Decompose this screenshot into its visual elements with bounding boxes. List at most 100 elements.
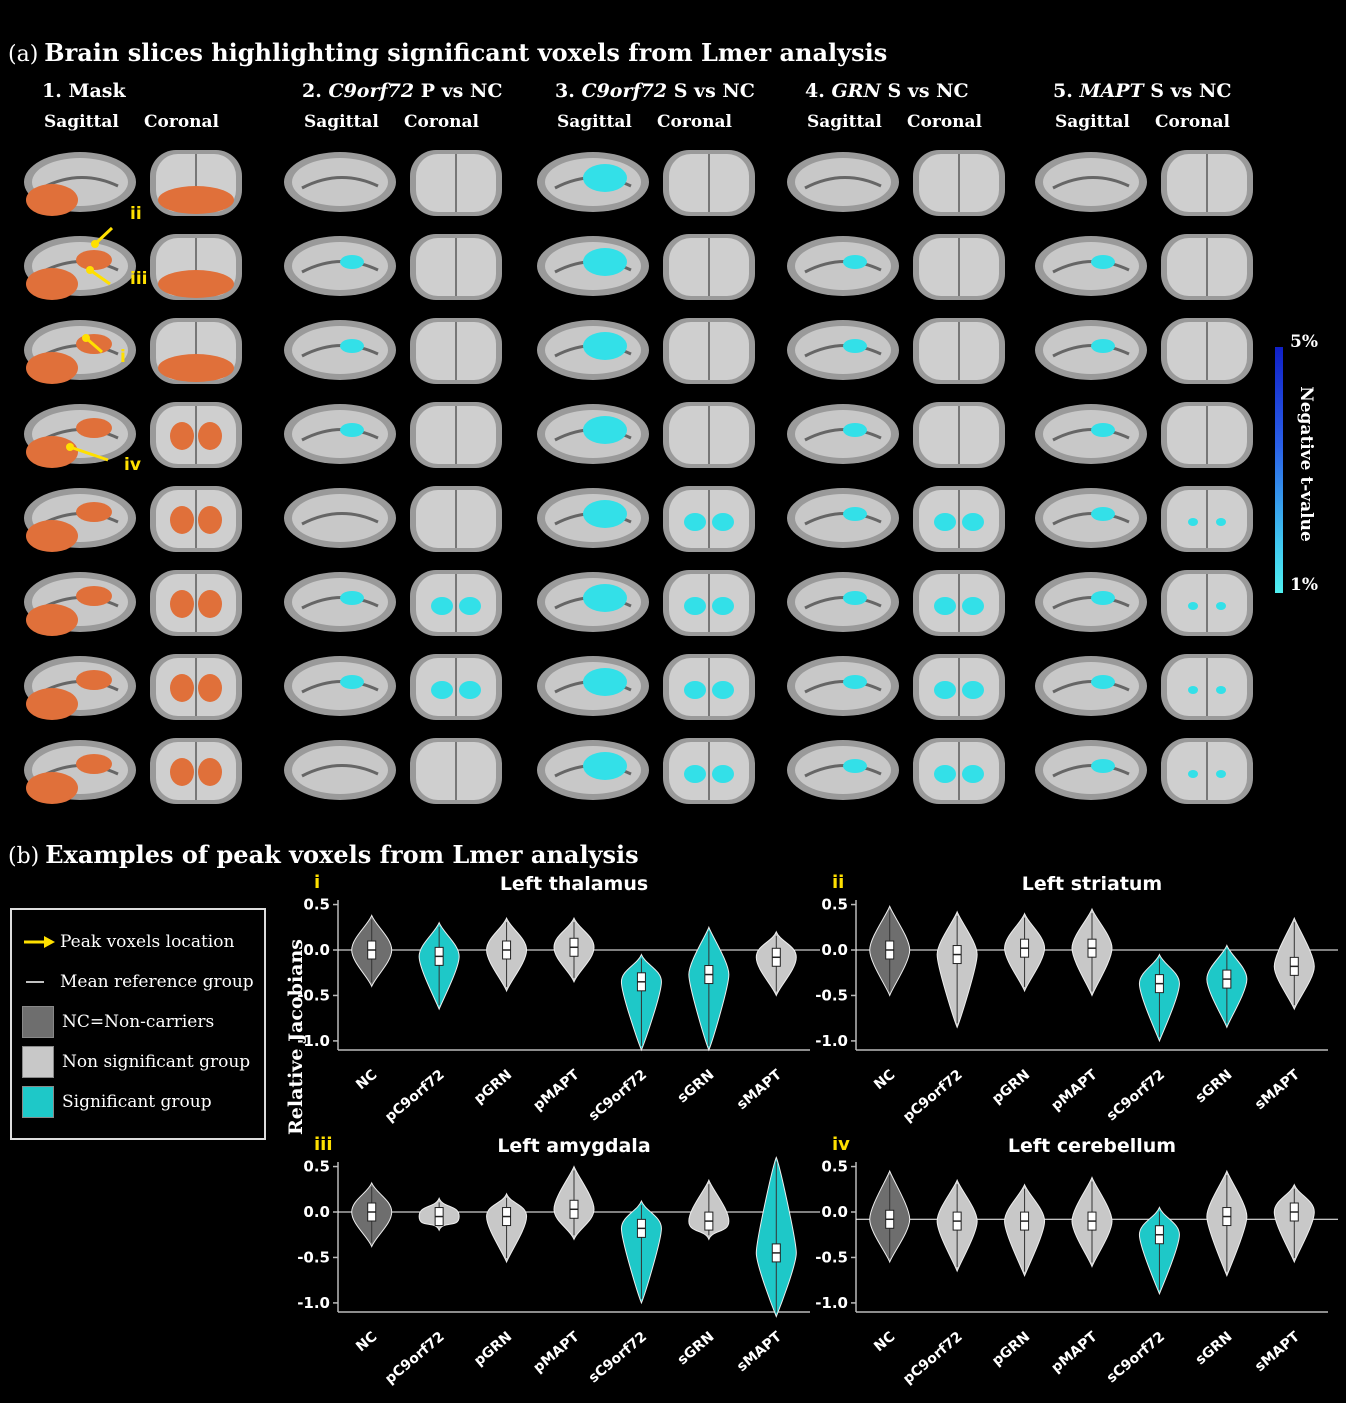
coronal-slice xyxy=(150,150,242,216)
sagittal-label: Sagittal xyxy=(304,112,379,132)
x-tick-label: pGRN xyxy=(471,1329,515,1370)
coronal-slice xyxy=(663,150,755,216)
x-tick-label: pMAPT xyxy=(530,1067,582,1115)
legend: Peak voxels location Mean reference grou… xyxy=(10,908,266,1140)
coronal-slice xyxy=(150,654,242,720)
coronal-slice xyxy=(663,234,755,300)
chart-marker: iv xyxy=(832,1134,850,1155)
sagittal-label: Sagittal xyxy=(807,112,882,132)
panel-b-title-text: Examples of peak voxels from Lmer analys… xyxy=(45,840,639,869)
colorbar-top-label: 5% xyxy=(1290,332,1318,352)
y-tick-label: 0.0 xyxy=(821,1203,848,1221)
sagittal-slice xyxy=(24,572,136,636)
peak-arrow-icon xyxy=(89,268,111,286)
coronal-label: Coronal xyxy=(144,112,219,132)
coronal-slice xyxy=(663,402,755,468)
nonsig-swatch xyxy=(22,1046,54,1078)
sagittal-slice xyxy=(787,236,899,296)
coronal-label: Coronal xyxy=(1155,112,1230,132)
sagittal-slice xyxy=(24,152,136,216)
y-tick-label: 0.5 xyxy=(821,896,848,914)
panel-b-title: (b) Examples of peak voxels from Lmer ana… xyxy=(8,840,639,869)
sagittal-slice xyxy=(284,656,396,716)
y-tick-label: 0.5 xyxy=(303,896,330,914)
legend-nc-row: NC=Non-carriers xyxy=(22,1006,214,1038)
x-tick-label: sGRN xyxy=(675,1067,718,1106)
y-tick-label: -0.5 xyxy=(297,1248,330,1266)
peak-arrow-icon xyxy=(69,445,109,462)
x-tick-label: sMAPT xyxy=(1252,1067,1303,1114)
coronal-slice xyxy=(150,570,242,636)
panel-b-letter: (b) xyxy=(8,844,40,869)
coronal-slice xyxy=(410,654,502,720)
x-tick-label: pC9orf72 xyxy=(382,1067,448,1126)
coronal-slice xyxy=(150,318,242,384)
x-tick-label: sC9orf72 xyxy=(586,1067,650,1125)
x-tick-label: pGRN xyxy=(471,1067,515,1108)
sagittal-slice xyxy=(787,152,899,212)
panel-a-title: (a) Brain slices highlighting significant… xyxy=(8,38,887,67)
chart-marker: iii xyxy=(314,1134,333,1155)
x-tick-label: pC9orf72 xyxy=(382,1329,448,1388)
sagittal-slice xyxy=(24,656,136,720)
x-tick-label: NC xyxy=(871,1067,898,1093)
violin-chart-iv: iv Left cerebellum 0.5 0.0 -0.5 -1.0 NC pC9orf7… xyxy=(815,1134,1338,1387)
x-tick-label: sC9orf72 xyxy=(1104,1067,1168,1125)
coronal-slice xyxy=(663,486,755,552)
coronal-slice xyxy=(913,738,1005,804)
sagittal-slice xyxy=(787,320,899,380)
sagittal-slice xyxy=(1035,740,1147,800)
sagittal-slice xyxy=(787,404,899,464)
sagittal-label: Sagittal xyxy=(1055,112,1130,132)
sagittal-slice xyxy=(537,572,649,632)
chart-title: Left striatum xyxy=(1022,873,1162,895)
sagittal-slice xyxy=(24,740,136,804)
sagittal-slice xyxy=(787,572,899,632)
coronal-slice xyxy=(913,654,1005,720)
coronal-slice xyxy=(150,402,242,468)
x-tick-label: NC xyxy=(353,1329,380,1355)
x-tick-label: pMAPT xyxy=(1048,1329,1100,1377)
sagittal-label: Sagittal xyxy=(44,112,119,132)
coronal-slice xyxy=(913,486,1005,552)
column-header-2: 2. C9orf72 P vs NC xyxy=(302,80,503,102)
peak-marker-label: iv xyxy=(124,455,141,475)
legend-line-label: Mean reference group xyxy=(60,972,254,992)
y-tick-label: -0.5 xyxy=(815,1248,848,1266)
sagittal-slice xyxy=(24,236,136,300)
coronal-slice xyxy=(150,486,242,552)
colorbar-bottom-label: 1% xyxy=(1290,575,1318,595)
y-tick-label: -0.5 xyxy=(297,986,330,1004)
line-icon xyxy=(26,981,44,983)
coronal-slice xyxy=(913,234,1005,300)
coronal-slice xyxy=(1161,318,1253,384)
coronal-slice xyxy=(1161,486,1253,552)
sagittal-slice xyxy=(1035,152,1147,212)
sagittal-slice xyxy=(284,152,396,212)
legend-arrow-row: Peak voxels location xyxy=(22,932,234,952)
arrow-icon xyxy=(24,936,55,948)
y-tick-label: 0.5 xyxy=(821,1158,848,1176)
legend-nc-label: NC=Non-carriers xyxy=(62,1012,215,1032)
coronal-label: Coronal xyxy=(907,112,982,132)
panel-a-title-text: Brain slices highlighting significant vo… xyxy=(44,38,888,67)
sagittal-slice xyxy=(1035,320,1147,380)
chart-title: Left cerebellum xyxy=(1008,1135,1176,1157)
column-header-5: 5. MAPT S vs NC xyxy=(1053,80,1232,102)
chart-title: Left amygdala xyxy=(497,1135,650,1157)
coronal-slice xyxy=(1161,402,1253,468)
sagittal-slice xyxy=(1035,572,1147,632)
x-tick-label: sGRN xyxy=(675,1329,718,1368)
column-header-3: 3. C9orf72 S vs NC xyxy=(555,80,755,102)
sagittal-slice xyxy=(1035,656,1147,716)
x-tick-label: sMAPT xyxy=(734,1329,785,1376)
sagittal-slice xyxy=(537,320,649,380)
violin-chart-iii: iii Left amygdala 0.5 0.0 -0.5 -1.0 NC pC9orf72… xyxy=(297,1134,820,1387)
sagittal-slice xyxy=(537,656,649,716)
sagittal-slice xyxy=(1035,404,1147,464)
x-tick-label: sGRN xyxy=(1193,1067,1236,1106)
y-tick-label: 0.5 xyxy=(303,1158,330,1176)
sagittal-slice xyxy=(1035,488,1147,548)
y-tick-label: -0.5 xyxy=(815,986,848,1004)
